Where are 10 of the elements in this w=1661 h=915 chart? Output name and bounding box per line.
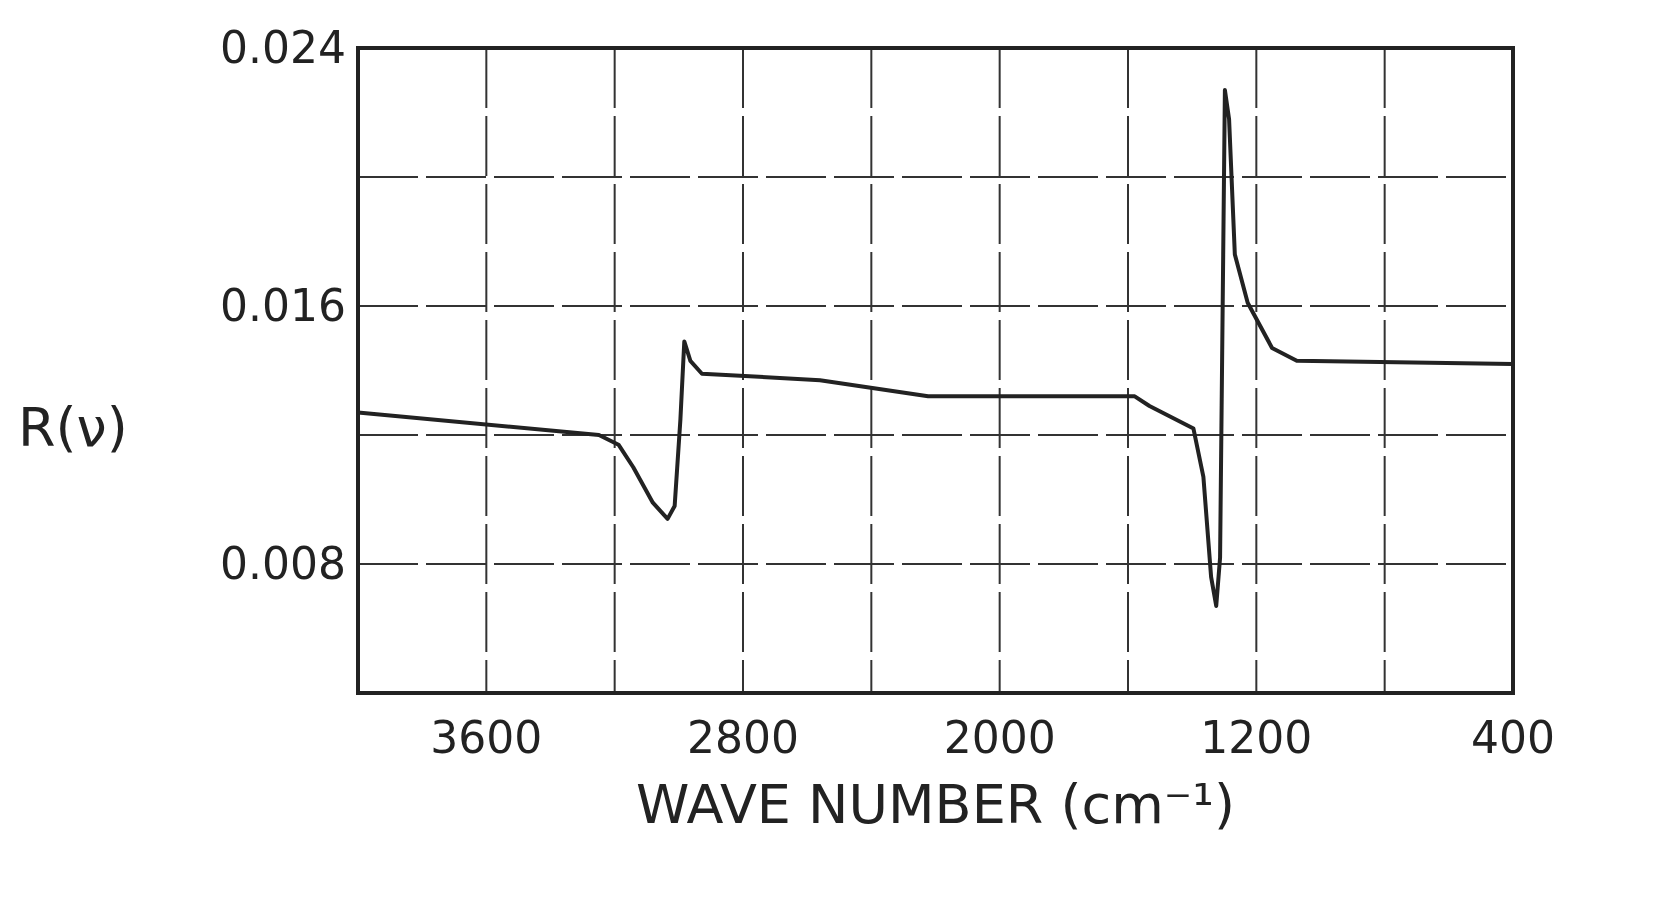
y-axis-title: R(ν) bbox=[18, 395, 128, 459]
x-tick-label: 400 bbox=[1471, 712, 1555, 763]
y-tick-label: 0.008 bbox=[220, 538, 346, 590]
x-axis-title: WAVE NUMBER (cm⁻¹) bbox=[635, 773, 1236, 836]
x-tick-label: 3600 bbox=[430, 712, 543, 763]
x-tick-label: 1200 bbox=[1200, 712, 1313, 763]
x-tick-label: 2000 bbox=[943, 712, 1056, 763]
x-tick-label: 2800 bbox=[687, 712, 799, 763]
y-tick-label: 0.016 bbox=[220, 280, 346, 332]
y-tick-label: 0.024 bbox=[220, 22, 346, 74]
